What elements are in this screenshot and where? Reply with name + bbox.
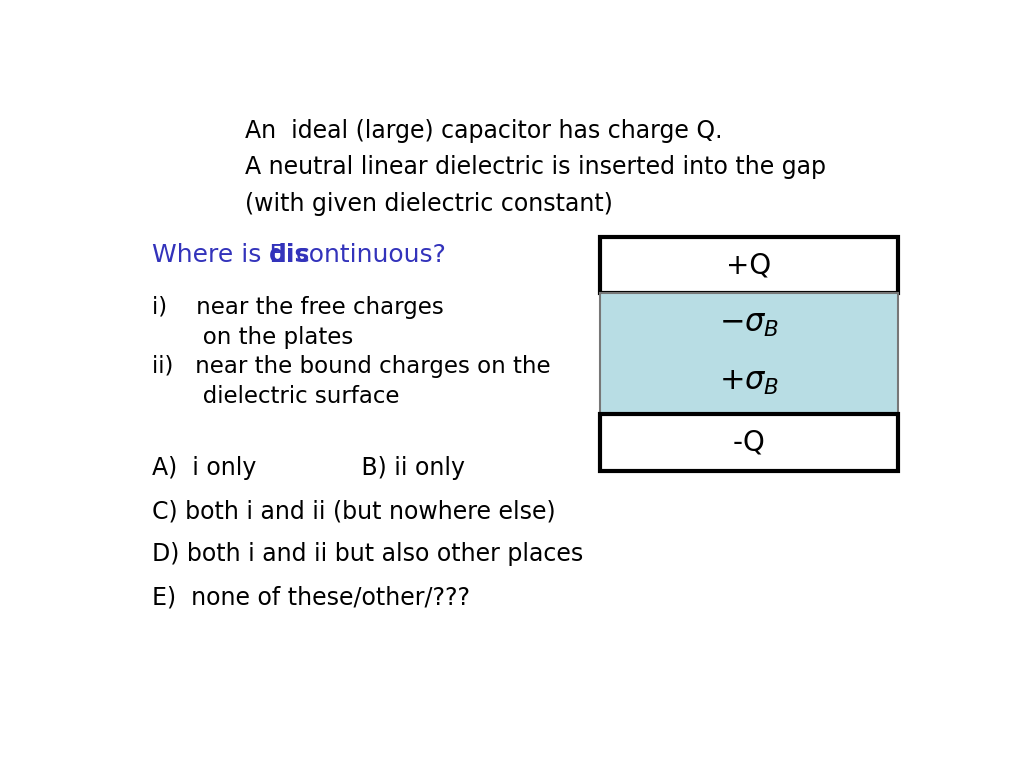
Text: dis: dis [269,243,310,267]
Text: (with given dielectric constant): (with given dielectric constant) [246,192,613,216]
Text: A neutral linear dielectric is inserted into the gap: A neutral linear dielectric is inserted … [246,155,826,180]
Bar [600,415,898,471]
Text: dielectric surface: dielectric surface [152,385,399,408]
Text: Where is E: Where is E [152,243,293,267]
Bar [600,293,898,415]
Text: continuous?: continuous? [296,243,446,267]
Text: i)    near the free charges: i) near the free charges [152,296,443,319]
Text: $-\sigma_B$: $-\sigma_B$ [719,310,779,339]
Text: on the plates: on the plates [152,326,353,349]
Text: +Q: +Q [726,251,771,279]
Text: An  ideal (large) capacitor has charge Q.: An ideal (large) capacitor has charge Q. [246,119,723,143]
Text: A)  i only              B) ii only: A) i only B) ii only [152,456,465,480]
Text: -Q: -Q [732,429,765,456]
Text: E)  none of these/other/???: E) none of these/other/??? [152,585,470,609]
Text: ii)   near the bound charges on the: ii) near the bound charges on the [152,356,551,379]
Text: D) both i and ii but also other places: D) both i and ii but also other places [152,542,583,566]
Text: C) both i and ii (but nowhere else): C) both i and ii (but nowhere else) [152,499,555,523]
Bar [600,237,898,293]
Text: $+\sigma_B$: $+\sigma_B$ [719,369,779,397]
